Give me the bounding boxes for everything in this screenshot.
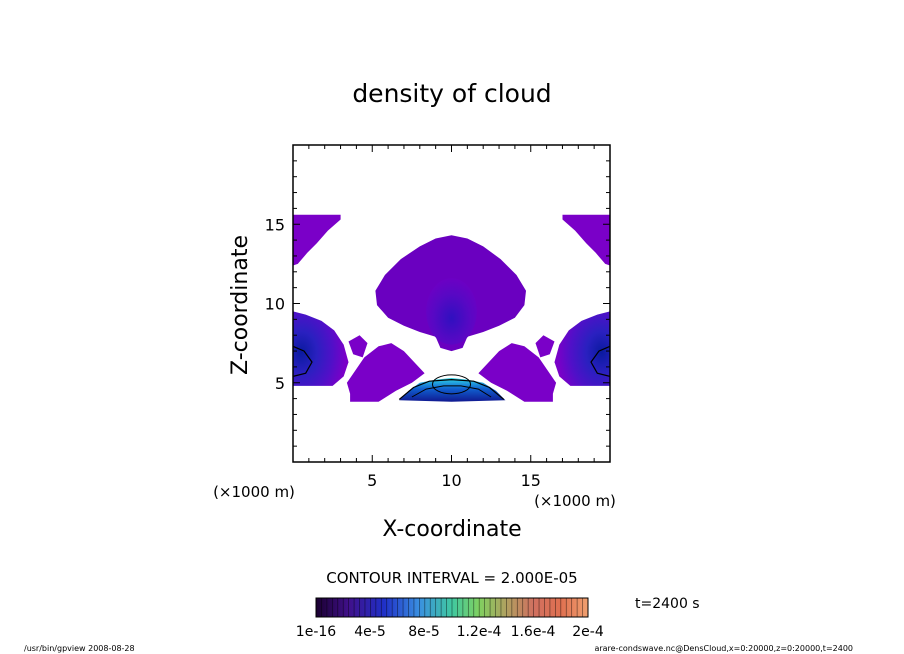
footer-left: /usr/bin/gpview 2008-08-28: [24, 644, 135, 653]
cloud-region-upper-right: [562, 214, 610, 266]
chart-title: density of cloud: [352, 79, 551, 108]
y-axis-label: Z-coordinate: [228, 235, 253, 375]
x-axis-label: X-coordinate: [382, 517, 521, 542]
x-tick-label-5: 5: [367, 471, 377, 490]
contour-left-edge: [293, 345, 313, 377]
z-tick-label-10: 10: [265, 295, 285, 314]
z-tick-label-15: 15: [265, 215, 285, 234]
cloud-density-field: [293, 214, 610, 402]
colorbar-tick-label: 1.2e-4: [457, 624, 502, 640]
colorbar-tick-label: 1e-16: [296, 624, 336, 640]
cloud-region-right-spike: [535, 335, 555, 358]
x-unit-label: (×1000 m): [534, 492, 616, 510]
cloud-region-right-arm: [478, 343, 557, 402]
cloud-region-base-layer: [399, 378, 506, 402]
contour-base-outer: [398, 378, 505, 400]
z-tick-label-5: 5: [275, 374, 285, 393]
colorbar-tick-label: 1.6e-4: [511, 624, 556, 640]
z-unit-label: (×1000 m): [213, 483, 295, 501]
contour-base-mid: [411, 385, 492, 398]
footer-right: arare-condswave.nc@DensCloud,x=0:20000,z…: [594, 644, 853, 653]
contour-interval-text: CONTOUR INTERVAL = 2.000E-05: [326, 569, 577, 587]
cloud-region-plume-core: [426, 278, 477, 345]
contour-base-inner: [431, 374, 472, 395]
colorbar-tick-label: 2e-4: [572, 624, 604, 640]
colorbar: [315, 597, 589, 618]
cloud-region-left-spike: [348, 335, 368, 358]
x-tick-label-10: 10: [441, 471, 461, 490]
cloud-region-upper-left: [293, 214, 341, 266]
cloud-region-left-arm: [346, 343, 425, 402]
x-tick-label-15: 15: [521, 471, 541, 490]
cloud-region-left-edge: [293, 311, 349, 386]
cloud-region-right-edge: [554, 311, 610, 386]
axis-ticks: [293, 145, 610, 462]
time-label: t=2400 s: [635, 596, 700, 612]
colorbar-tick-label: 4e-5: [354, 624, 385, 640]
colorbar-tick-label: 8e-5: [408, 624, 439, 640]
contour-right-edge: [590, 345, 610, 377]
